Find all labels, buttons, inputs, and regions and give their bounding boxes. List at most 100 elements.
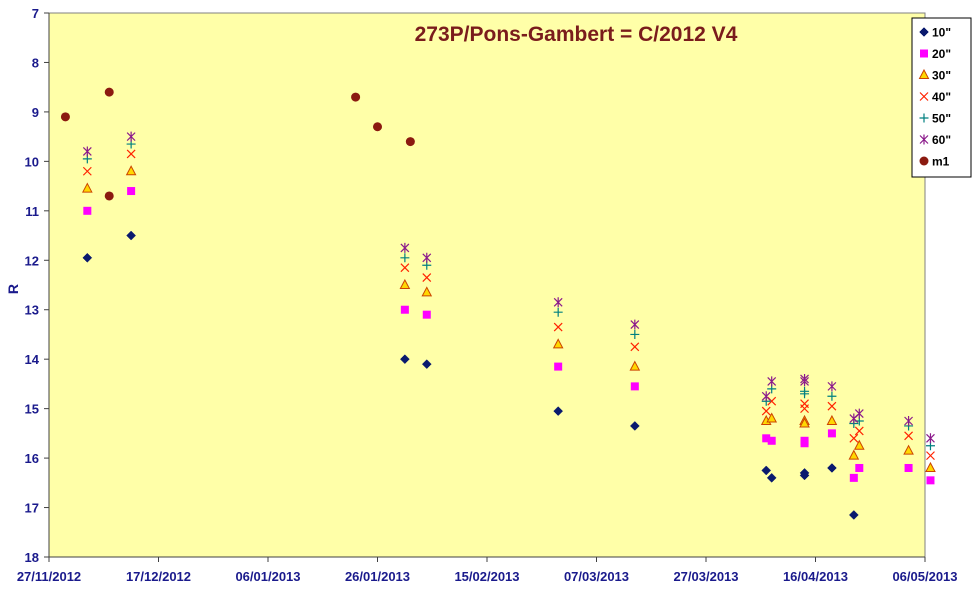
x-axis-ticks: 27/11/2012 17/12/2012 06/01/2013 26/01/2013… (17, 557, 958, 584)
x-tick-label: 07/03/2013 (564, 569, 629, 584)
series-2 (81, 165, 936, 472)
data-point (761, 465, 772, 476)
data-point (400, 305, 409, 314)
data-point (400, 263, 410, 273)
data-point (553, 322, 563, 332)
x-tick-label: 27/03/2013 (673, 569, 738, 584)
data-point (630, 319, 640, 330)
y-tick-label: 10 (25, 154, 39, 169)
series-1 (83, 187, 935, 485)
x-tick-label: 27/11/2012 (17, 569, 81, 584)
data-point (126, 149, 136, 159)
y-tick-label: 16 (25, 451, 39, 466)
data-point (761, 391, 771, 402)
data-point (761, 406, 771, 416)
legend-marker (920, 49, 928, 58)
data-point (422, 252, 432, 263)
x-tick-label: 17/12/2012 (126, 569, 191, 584)
y-tick-label: 18 (25, 550, 39, 565)
data-point (400, 253, 410, 263)
x-tick-label: 06/05/2013 (892, 569, 957, 584)
data-point (799, 417, 810, 428)
y-tick-label: 12 (25, 253, 39, 268)
data-point (81, 182, 93, 193)
data-point (926, 451, 935, 461)
data-point (848, 449, 860, 460)
data-point (926, 476, 935, 485)
data-point (552, 338, 564, 349)
data-point (827, 463, 837, 473)
data-point (630, 382, 639, 391)
data-point (405, 137, 415, 147)
legend-box (911, 17, 972, 178)
data-point (82, 146, 92, 157)
data-point (800, 389, 810, 399)
data-point (104, 191, 114, 201)
data-point (630, 329, 640, 339)
y-tick-label: 8 (32, 55, 39, 70)
y-tick-label: 14 (25, 352, 40, 367)
data-point (351, 92, 361, 102)
data-points (60, 87, 936, 520)
data-point (82, 166, 92, 176)
data-point (926, 433, 935, 444)
data-point (800, 376, 809, 387)
x-tick-label: 15/02/2013 (454, 569, 519, 584)
data-point (854, 408, 864, 419)
data-point (827, 401, 837, 411)
y-tick-label: 13 (25, 303, 39, 318)
data-point (767, 376, 777, 387)
legend-label: m1 (932, 155, 950, 169)
data-point (827, 429, 836, 438)
data-point (853, 439, 865, 450)
legend-marker (919, 156, 929, 166)
series-0 (82, 230, 859, 520)
series-5 (82, 131, 935, 444)
legend-label: 40" (932, 90, 951, 104)
data-point (422, 310, 431, 319)
data-point (800, 404, 809, 414)
data-point (766, 412, 778, 423)
legend-marker (919, 27, 929, 37)
y-tick-label: 17 (25, 501, 39, 516)
data-point (373, 122, 382, 132)
x-tick-label: 26/01/2013 (345, 569, 410, 584)
data-point (766, 473, 777, 483)
data-point (421, 359, 432, 369)
data-point (767, 436, 776, 445)
data-point (399, 278, 411, 289)
legend-label: 10" (932, 26, 951, 40)
y-tick-label: 11 (25, 204, 39, 219)
data-point (553, 406, 564, 416)
data-point (629, 360, 641, 371)
data-point (849, 433, 859, 443)
legend: 10" 20" 30" 40" 50" 60" m1 (911, 17, 972, 178)
data-point (827, 391, 837, 401)
data-point (83, 206, 92, 215)
data-point (799, 470, 810, 481)
legend-label: 50" (932, 112, 951, 126)
legend-marker (919, 134, 929, 145)
data-point (400, 354, 410, 365)
data-point (854, 426, 864, 436)
data-point (827, 381, 837, 392)
y-axis-label: R (5, 284, 21, 294)
series-3 (82, 149, 935, 461)
y-tick-label: 15 (25, 402, 39, 417)
data-point (855, 463, 864, 472)
data-point (762, 434, 771, 443)
x-tick-label: 16/04/2013 (783, 569, 848, 584)
legend-label: 30" (932, 69, 951, 83)
data-point (904, 416, 913, 426)
data-point (904, 431, 913, 441)
data-point (60, 112, 70, 122)
data-point (126, 230, 136, 241)
data-point (903, 444, 914, 455)
series-6 (60, 87, 415, 201)
data-point (849, 473, 858, 482)
data-point (904, 463, 913, 472)
legend-marker (919, 92, 929, 101)
y-axis-ticks: 7 8 9 10 11 12 13 14 15 16 17 18 (25, 6, 49, 565)
data-point (800, 439, 809, 448)
